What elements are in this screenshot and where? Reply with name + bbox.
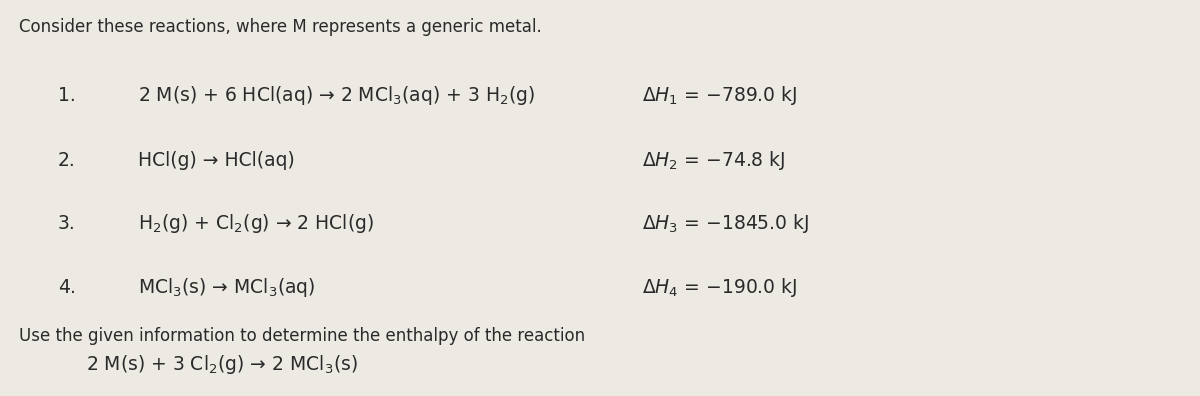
Text: $\Delta H_4$ = −190.0 kJ: $\Delta H_4$ = −190.0 kJ <box>642 276 797 299</box>
Text: $\Delta H_3$ = −1845.0 kJ: $\Delta H_3$ = −1845.0 kJ <box>642 212 809 235</box>
Text: Use the given information to determine the enthalpy of the reaction: Use the given information to determine t… <box>19 327 586 345</box>
Text: HCl(g) → HCl(aq): HCl(g) → HCl(aq) <box>138 151 295 170</box>
Text: MCl$_3$(s) → MCl$_3$(aq): MCl$_3$(s) → MCl$_3$(aq) <box>138 276 316 299</box>
Text: H$_2$(g) + Cl$_2$(g) → 2 HCl(g): H$_2$(g) + Cl$_2$(g) → 2 HCl(g) <box>138 212 374 235</box>
Text: 3.: 3. <box>58 214 76 233</box>
Text: Consider these reactions, where M represents a generic metal.: Consider these reactions, where M repres… <box>19 18 542 36</box>
Text: $\Delta H_1$ = −789.0 kJ: $\Delta H_1$ = −789.0 kJ <box>642 84 797 107</box>
Text: 2 M(s) + 6 HCl(aq) → 2 MCl$_3$(aq) + 3 H$_2$(g): 2 M(s) + 6 HCl(aq) → 2 MCl$_3$(aq) + 3 H… <box>138 84 535 107</box>
Text: 4.: 4. <box>58 278 76 297</box>
Text: 2.: 2. <box>58 151 76 170</box>
Text: 2 M(s) + 3 Cl$_2$(g) → 2 MCl$_3$(s): 2 M(s) + 3 Cl$_2$(g) → 2 MCl$_3$(s) <box>86 353 358 376</box>
Text: 1.: 1. <box>58 86 76 105</box>
Text: $\Delta H_2$ = −74.8 kJ: $\Delta H_2$ = −74.8 kJ <box>642 149 785 172</box>
